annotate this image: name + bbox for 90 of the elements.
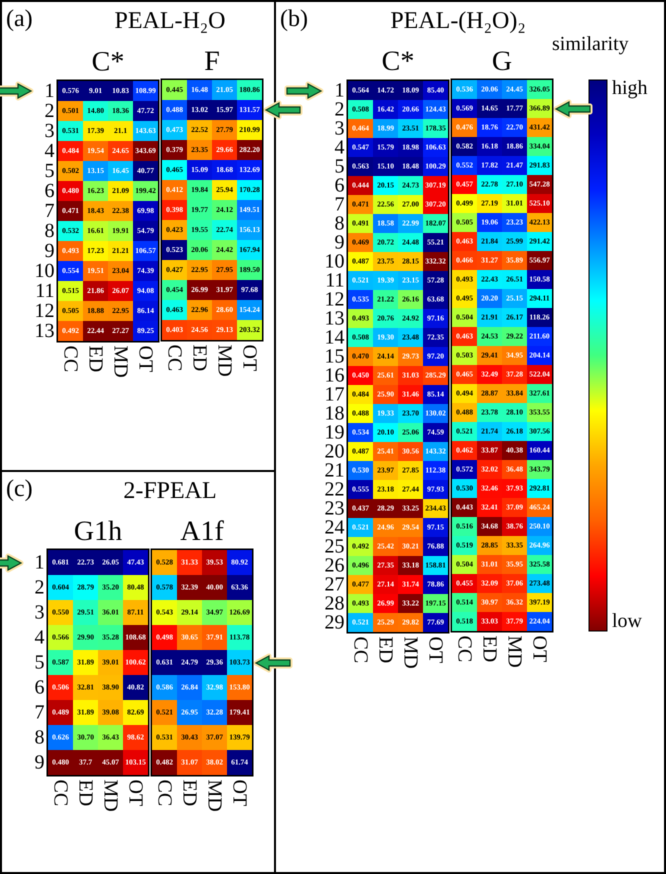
text: PEAL-(H₂O)₂ (390, 8, 526, 34)
y-tick-label: 23 (324, 498, 344, 520)
y-tick-label: 11 (35, 280, 54, 302)
y-tick-label: 26 (324, 554, 344, 576)
x-tick-label: CC (350, 636, 372, 664)
y-tick-label: 3 (44, 120, 54, 142)
x-tick-label: ED (178, 780, 200, 806)
y-tick-label: 8 (44, 220, 54, 242)
chart-title: G1h (74, 516, 122, 547)
y-tick-label: 19 (324, 422, 344, 444)
x-tick-label: ED (478, 636, 500, 662)
x-tick-label: MD (400, 636, 422, 669)
x-tick-label: OT (238, 344, 260, 372)
y-tick-label: 20 (324, 440, 344, 462)
x-tick-label: OT (228, 780, 250, 806)
y-tick-label: 3 (334, 118, 344, 140)
y-tick-label: 2 (334, 98, 344, 120)
x-tick-label: MD (100, 780, 122, 812)
x-tick-label: OT (528, 636, 550, 662)
y-tick-label: 10 (34, 260, 54, 282)
chart-title: C* (92, 46, 124, 78)
text: (b) (280, 6, 308, 33)
y-tick-label: 16 (324, 364, 344, 386)
y-tick-label: 28 (324, 592, 344, 614)
x-tick-label: ED (74, 780, 96, 806)
y-tick-label: 21 (324, 460, 344, 482)
y-tick-label: 1 (34, 552, 44, 574)
y-tick-label: 2 (34, 576, 44, 598)
x-tick-label: CC (164, 344, 186, 372)
y-tick-label: 9 (34, 752, 44, 774)
y-tick-label: 5 (44, 160, 54, 182)
x-tick-label: ED (188, 344, 210, 372)
y-tick-label: 27 (324, 574, 344, 596)
chart-title: G (492, 46, 512, 77)
y-tick-label: 8 (34, 726, 44, 748)
x-tick-label: CC (50, 780, 72, 806)
y-tick-label: 3 (34, 602, 44, 624)
chart-title: F (204, 46, 220, 77)
y-tick-label: 4 (44, 140, 54, 162)
chart-title: A1f (180, 516, 224, 547)
y-tick-label: 2 (44, 100, 54, 122)
x-tick-label: OT (134, 346, 156, 372)
x-tick-label: CC (154, 780, 176, 806)
y-tick-label: 12 (34, 300, 54, 322)
y-tick-label: 10 (324, 250, 344, 272)
y-tick-label: 7 (334, 194, 344, 216)
chart-title: C* (382, 46, 414, 77)
y-tick-label: 7 (34, 702, 44, 724)
x-tick-label: CC (60, 346, 82, 372)
y-tick-label: 1 (44, 80, 54, 102)
y-tick-label: 17 (324, 384, 344, 406)
y-tick-label: 29 (324, 612, 344, 634)
y-tick-label: 13 (34, 320, 54, 342)
text: similarity (552, 33, 629, 55)
x-tick-label: ED (84, 346, 106, 372)
y-tick-label: 6 (44, 180, 54, 202)
x-tick-label: OT (124, 780, 146, 806)
y-tick-label: 8 (334, 212, 344, 234)
text: (a) (6, 6, 33, 33)
y-tick-label: 11 (325, 270, 344, 292)
y-tick-label: 13 (324, 308, 344, 330)
y-tick-label: 14 (324, 326, 344, 348)
y-tick-label: 1 (334, 80, 344, 102)
text: high (612, 77, 648, 99)
x-tick-label: OT (424, 636, 446, 664)
x-tick-label: ED (374, 636, 396, 664)
y-tick-label: 22 (324, 478, 344, 500)
y-tick-label: 12 (324, 288, 344, 310)
x-tick-label: MD (504, 636, 526, 668)
x-tick-label: MD (214, 344, 236, 377)
y-tick-label: 24 (324, 516, 344, 538)
y-tick-label: 15 (324, 346, 344, 368)
y-tick-label: 5 (334, 156, 344, 178)
x-tick-label: MD (110, 346, 132, 378)
y-tick-label: 9 (44, 240, 54, 262)
y-tick-label: 6 (34, 676, 44, 698)
y-tick-label: 5 (34, 652, 44, 674)
text: PEAL-H₂O (113, 8, 227, 35)
y-tick-label: 4 (334, 136, 344, 158)
y-tick-label: 6 (334, 174, 344, 196)
text: (c) (6, 476, 33, 503)
x-tick-label: MD (204, 780, 226, 812)
y-tick-label: 9 (334, 232, 344, 254)
y-tick-label: 25 (324, 536, 344, 558)
y-tick-label: 4 (34, 626, 44, 648)
y-tick-label: 18 (324, 402, 344, 424)
x-tick-label: CC (454, 636, 476, 662)
text: 2-FPEAL (122, 478, 218, 505)
text: low (612, 610, 642, 632)
y-tick-label: 7 (44, 200, 54, 222)
